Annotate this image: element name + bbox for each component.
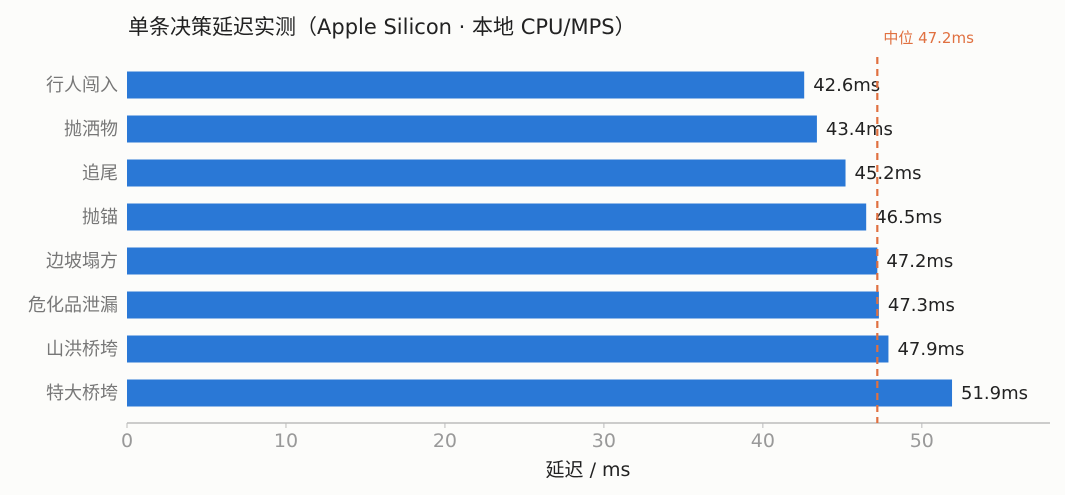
value-label: 45.2ms bbox=[855, 163, 922, 184]
median-reference: 中位 47.2ms bbox=[876, 29, 974, 423]
x-tick-label: 30 bbox=[592, 430, 616, 452]
x-tick-label: 50 bbox=[910, 430, 934, 452]
bar-2 bbox=[127, 159, 846, 187]
category-label: 危化品泄漏 bbox=[28, 295, 118, 316]
bar-7 bbox=[127, 379, 953, 407]
bar-5 bbox=[127, 291, 879, 319]
bar-6 bbox=[127, 335, 889, 363]
value-label: 51.9ms bbox=[961, 383, 1028, 404]
bar-0 bbox=[127, 71, 805, 99]
value-labels: 42.6ms 43.4ms 45.2ms 46.5ms 47.2ms 47.3ms 47.9… bbox=[813, 75, 1028, 404]
x-tick-label: 10 bbox=[274, 430, 298, 452]
category-label: 边坡塌方 bbox=[46, 251, 118, 272]
category-label: 追尾 bbox=[82, 163, 118, 184]
x-tick-label: 40 bbox=[751, 430, 775, 452]
bar-1 bbox=[127, 115, 817, 143]
x-tick-label: 0 bbox=[121, 430, 133, 452]
x-ticks: 0 10 20 30 40 50 bbox=[121, 423, 934, 452]
value-label: 47.2ms bbox=[886, 251, 953, 272]
category-label: 行人闯入 bbox=[46, 75, 118, 96]
category-label: 抛锚 bbox=[82, 207, 118, 228]
value-label: 47.3ms bbox=[888, 295, 955, 316]
median-label: 中位 47.2ms bbox=[883, 29, 974, 47]
bars-group bbox=[127, 71, 953, 407]
category-label: 抛洒物 bbox=[64, 119, 118, 140]
category-label: 山洪桥垮 bbox=[46, 339, 118, 360]
value-label: 47.9ms bbox=[897, 339, 964, 360]
x-tick-label: 20 bbox=[433, 430, 457, 452]
chart-title: 单条决策延迟实测（Apple Silicon · 本地 CPU/MPS） bbox=[128, 15, 636, 39]
bar-4 bbox=[127, 247, 878, 275]
value-label: 42.6ms bbox=[813, 75, 880, 96]
bar-3 bbox=[127, 203, 867, 231]
value-label: 43.4ms bbox=[826, 119, 893, 140]
x-axis-label: 延迟 / ms bbox=[546, 459, 631, 481]
category-label: 特大桥垮 bbox=[46, 383, 118, 404]
value-label: 46.5ms bbox=[875, 207, 942, 228]
